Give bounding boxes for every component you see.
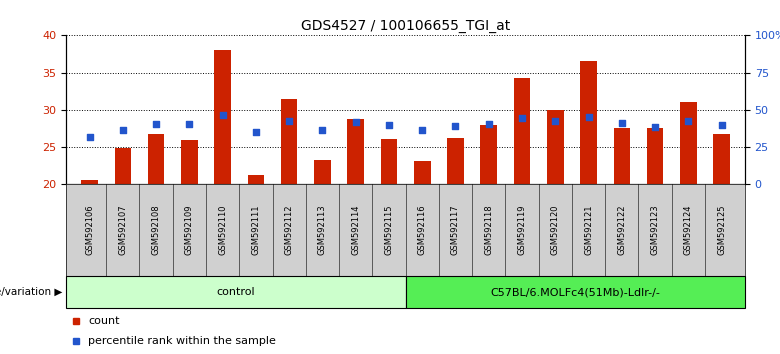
Bar [147, 134, 165, 184]
Text: percentile rank within the sample: percentile rank within the sample [88, 336, 276, 346]
Point [183, 121, 196, 127]
Point [449, 123, 462, 129]
Text: GSM592122: GSM592122 [617, 205, 626, 255]
Text: GSM592124: GSM592124 [684, 205, 693, 255]
Point [117, 127, 129, 133]
Text: GSM592117: GSM592117 [451, 205, 460, 256]
Bar [381, 139, 397, 184]
Bar [514, 78, 530, 184]
Point [615, 120, 628, 126]
Text: GSM592106: GSM592106 [85, 205, 94, 256]
Bar [314, 160, 331, 184]
Text: genotype/variation ▶: genotype/variation ▶ [0, 287, 62, 297]
Bar [480, 125, 497, 184]
Point [416, 127, 428, 133]
Text: GSM592108: GSM592108 [151, 205, 161, 256]
Point [150, 121, 162, 127]
Bar [580, 62, 597, 184]
Text: GSM592112: GSM592112 [285, 205, 294, 255]
Point [216, 112, 229, 118]
Point [383, 122, 395, 127]
Point [682, 118, 695, 124]
Bar [347, 119, 364, 184]
Bar [447, 138, 464, 184]
Bar [414, 161, 431, 184]
Bar [66, 276, 406, 308]
Point [316, 127, 328, 133]
Text: GSM592109: GSM592109 [185, 205, 194, 255]
Text: GSM592110: GSM592110 [218, 205, 227, 255]
Bar [713, 134, 730, 184]
Bar [247, 175, 264, 184]
Point [715, 122, 728, 127]
Text: GSM592113: GSM592113 [318, 205, 327, 256]
Text: count: count [88, 316, 119, 326]
Bar [181, 140, 197, 184]
Text: GSM592120: GSM592120 [551, 205, 560, 255]
Point [516, 115, 528, 121]
Text: GSM592107: GSM592107 [119, 205, 127, 256]
Point [583, 114, 595, 120]
Text: GSM592123: GSM592123 [651, 205, 660, 256]
Text: GSM592111: GSM592111 [251, 205, 261, 255]
Point [83, 134, 96, 139]
Bar [547, 110, 564, 184]
Point [549, 118, 562, 124]
Bar [647, 129, 664, 184]
Text: control: control [217, 287, 255, 297]
Bar [680, 102, 697, 184]
Point [349, 120, 362, 125]
Point [250, 129, 262, 135]
Text: GSM592115: GSM592115 [385, 205, 393, 255]
Bar [406, 276, 745, 308]
Text: GSM592118: GSM592118 [484, 205, 493, 256]
Bar [81, 181, 98, 184]
Title: GDS4527 / 100106655_TGI_at: GDS4527 / 100106655_TGI_at [301, 19, 510, 33]
Point [649, 124, 661, 130]
Text: GSM592116: GSM592116 [418, 205, 427, 256]
Text: GSM592125: GSM592125 [717, 205, 726, 255]
Text: GSM592114: GSM592114 [351, 205, 360, 255]
Bar [215, 50, 231, 184]
Point [483, 121, 495, 127]
Text: C57BL/6.MOLFc4(51Mb)-Ldlr-/-: C57BL/6.MOLFc4(51Mb)-Ldlr-/- [491, 287, 660, 297]
Bar [614, 129, 630, 184]
Bar [115, 148, 131, 184]
Point [283, 118, 296, 124]
Bar [281, 99, 297, 184]
Text: GSM592119: GSM592119 [517, 205, 526, 255]
Text: GSM592121: GSM592121 [584, 205, 593, 255]
